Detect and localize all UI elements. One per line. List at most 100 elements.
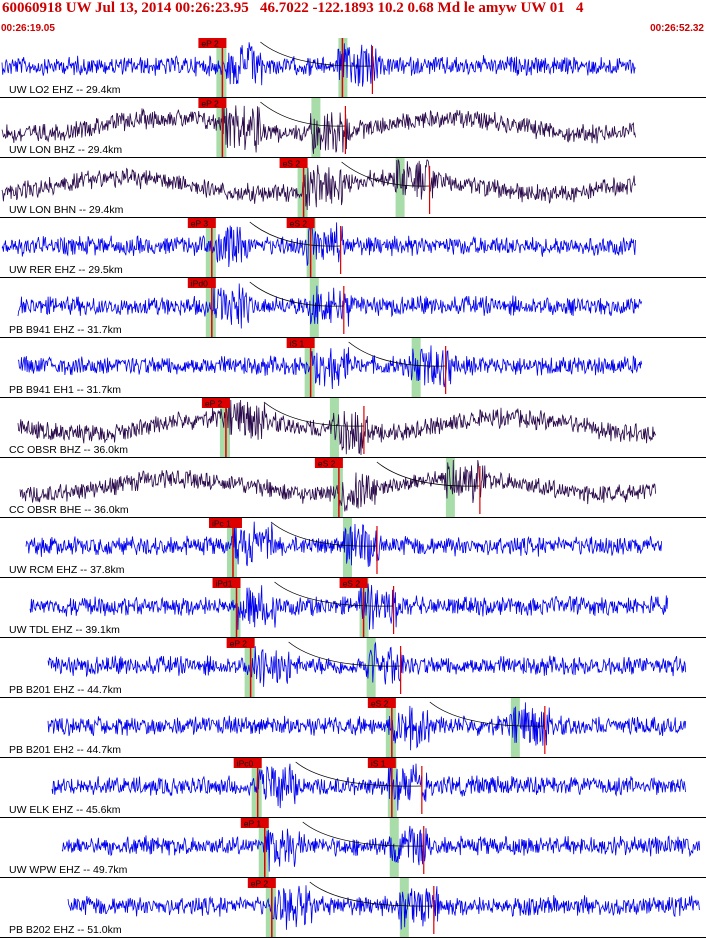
s-window-band [395, 158, 405, 217]
phase-pick[interactable]: eP 2 [226, 638, 255, 697]
phase-pick[interactable]: iS 1 [286, 338, 315, 397]
station-label: UW RCM EHZ -- 37.8km [9, 564, 125, 576]
pick-label: eP 2 [201, 99, 219, 109]
pick-label: iS 1 [290, 339, 305, 349]
pick-label-box [286, 338, 315, 348]
trace-row: eP 2 CC OBSR BHZ -- 36.0km [0, 398, 706, 458]
s-window-band [309, 278, 319, 337]
station-label: CC OBSR BHE -- 36.0km [9, 504, 129, 516]
waveform [25, 521, 662, 567]
pick-label: iS 1 [371, 759, 386, 769]
phase-pick[interactable]: eS 2 [367, 698, 396, 757]
travel-time-curve [302, 821, 424, 847]
pick-label-box [240, 818, 269, 828]
trace-row: iPd0 PB B941 EHZ -- 31.7km [0, 278, 706, 338]
travel-time-curve [348, 341, 446, 367]
pick-label: iPc 1 [212, 519, 231, 529]
phase-pick[interactable]: iPd0 [187, 278, 216, 337]
window-start-time: 00:26:19.05 [1, 23, 55, 34]
p-window-band [385, 698, 396, 757]
trace-row: eS 2 UW LON BHN -- 29.4km [0, 158, 706, 218]
p-window-band [332, 458, 343, 517]
phase-pick[interactable]: eP 1 [240, 818, 269, 877]
station-label: PB B941 EHZ -- 31.7km [9, 324, 122, 336]
pick-label: eP 2 [230, 639, 248, 649]
pick-label-box [367, 698, 396, 708]
pick-label-box [314, 458, 343, 468]
trace-row: iPd1 eS 2 UW TDL EHZ -- 39.1km [0, 578, 706, 638]
phase-pick[interactable]: eS 2 [279, 158, 308, 217]
station-label: UW RER EHZ -- 29.5km [9, 264, 123, 276]
trace-row: iPc 1 UW RCM EHZ -- 37.8km [0, 518, 706, 578]
pick-label: eP 2 [205, 399, 223, 409]
p-window-band [219, 398, 230, 457]
p-window-band [265, 878, 276, 937]
p-window-band [216, 98, 227, 157]
travel-time-curve [376, 461, 480, 487]
pick-label: iPc0 [237, 759, 254, 769]
waveform [1, 102, 636, 154]
pick-label-box [198, 38, 227, 48]
s-window-band [311, 98, 321, 157]
station-label: PB B201 EHZ -- 44.7km [9, 684, 122, 696]
pick-label: eP 2 [251, 879, 269, 889]
station-label: UW LON BHN -- 29.4km [9, 204, 124, 216]
phase-pick[interactable]: iS 1 [367, 758, 396, 817]
pick-label-box [201, 398, 230, 408]
pick-label: eP 2 [201, 39, 219, 49]
pick-label-box [198, 98, 227, 108]
p-window-band [226, 518, 237, 577]
pick-label-box [233, 758, 262, 768]
pick-label-box [279, 158, 308, 168]
travel-time-curve [274, 581, 394, 607]
waveform [61, 825, 701, 872]
travel-time-curve [309, 881, 434, 907]
waveform [1, 158, 636, 211]
event-title: 60060918 UW Jul 13, 2014 00:26:23.95 46.… [2, 0, 584, 16]
waveform [17, 345, 643, 390]
phase-pick[interactable]: eS 2 [314, 458, 343, 517]
travel-time-curve [429, 701, 545, 727]
station-label: UW LO2 EHZ -- 29.4km [9, 84, 121, 96]
pick-label-box [247, 878, 276, 888]
pick-label: eS 2 [318, 459, 336, 469]
pick-label: iPd1 [216, 579, 233, 589]
trace-row: eS 2 PB B201 EH2 -- 44.7km [0, 698, 706, 758]
station-label: UW LON BHZ -- 29.4km [9, 144, 122, 156]
pick-label-box [212, 578, 241, 588]
waveform [1, 222, 636, 268]
pick-label-box [286, 218, 315, 228]
travel-time-curve [249, 221, 341, 247]
phase-pick[interactable]: eP 2 [198, 98, 227, 157]
waveform [47, 641, 687, 687]
phase-pick[interactable]: iPc 1 [208, 518, 242, 577]
seismogram-panel: eP 2 UW LO2 EHZ -- 29.4km eP 2 UW LON BHZ -… [0, 38, 706, 938]
window-end-time: 00:26:52.32 [650, 23, 704, 34]
phase-pick[interactable]: eP 2 [247, 878, 276, 937]
trace-row: eP 2 UW LO2 EHZ -- 29.4km [0, 38, 706, 98]
trace-row: iS 1 PB B941 EH1 -- 31.7km [0, 338, 706, 398]
station-label: UW WPW EHZ -- 49.7km [9, 864, 128, 876]
phase-pick[interactable]: iPd1 [212, 578, 241, 637]
waveform [29, 583, 669, 630]
station-label: PB B202 EHZ -- 51.0km [9, 924, 122, 936]
pick-label-box [339, 578, 368, 588]
pick-label-box [367, 758, 396, 768]
phase-pick[interactable]: eS 2 [339, 578, 368, 637]
travel-time-curve [288, 641, 401, 667]
pick-label: eP 3 [191, 219, 209, 229]
phase-pick[interactable]: iPc0 [233, 758, 262, 817]
trace-row: eP 3 eS 2 UW RER EHZ -- 29.5km [0, 218, 706, 278]
trace-row: iPc0 iS 1 UW ELK EHZ -- 45.6km [0, 758, 706, 818]
waveform [67, 885, 700, 930]
travel-time-curve [260, 41, 373, 67]
trace-row: eS 2 CC OBSR BHE -- 36.0km [0, 458, 706, 518]
phase-pick[interactable]: eP 2 [198, 38, 227, 97]
trace-row: eP 2 UW LON BHZ -- 29.4km [0, 98, 706, 158]
phase-pick[interactable]: eP 3 [187, 218, 216, 277]
pick-label: eS 2 [371, 699, 389, 709]
pick-label: eP 1 [244, 819, 262, 829]
phase-pick[interactable]: eP 2 [201, 398, 230, 457]
phase-pick[interactable]: eS 2 [286, 218, 315, 277]
station-label: CC OBSR BHZ -- 36.0km [9, 444, 128, 456]
